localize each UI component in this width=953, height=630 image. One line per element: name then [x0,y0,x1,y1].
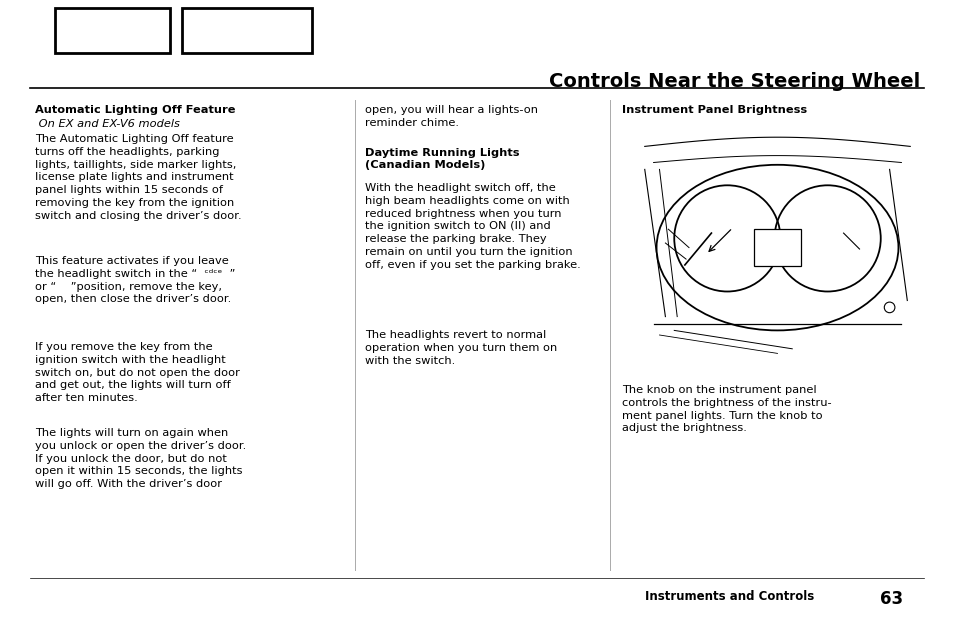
Bar [55,8,170,53]
Text: 63: 63 [879,590,902,608]
Text: On EX and EX-V6 models: On EX and EX-V6 models [35,119,180,129]
Bar [753,229,801,266]
Text: Automatic Lighting Off Feature: Automatic Lighting Off Feature [35,105,235,115]
Text: Daytime Running Lights
(Canadian Models): Daytime Running Lights (Canadian Models) [365,148,519,169]
Text: If you remove the key from the
ignition switch with the headlight
switch on, but: If you remove the key from the ignition … [35,342,239,403]
Text: With the headlight switch off, the
high beam headlights come on with
reduced bri: With the headlight switch off, the high … [365,183,580,270]
Text: open, you will hear a lights-on
reminder chime.: open, you will hear a lights-on reminder… [365,105,537,128]
Text: Controls Near the Steering Wheel: Controls Near the Steering Wheel [548,72,919,91]
Text: The knob on the instrument panel
controls the brightness of the instru-
ment pan: The knob on the instrument panel control… [621,385,831,433]
Text: The headlights revert to normal
operation when you turn them on
with the switch.: The headlights revert to normal operatio… [365,330,557,365]
Text: The lights will turn on again when
you unlock or open the driver’s door.
If you : The lights will turn on again when you u… [35,428,246,490]
Bar [182,8,312,53]
Text: The Automatic Lighting Off feature
turns off the headlights, parking
lights, tai: The Automatic Lighting Off feature turns… [35,134,241,220]
Bar [629,128,924,358]
Text: Instruments and Controls: Instruments and Controls [644,590,814,603]
Text: Instrument Panel Brightness: Instrument Panel Brightness [621,105,806,115]
Text: This feature activates if you leave
the headlight switch in the “  ᶜᵈᶜᵉ  ”
or “ : This feature activates if you leave the … [35,256,235,304]
